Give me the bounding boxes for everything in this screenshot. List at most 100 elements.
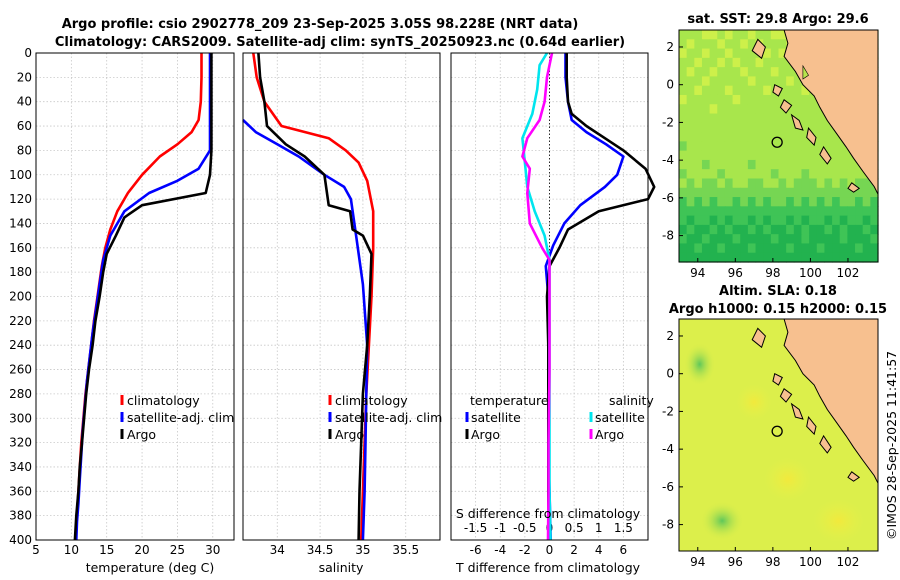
sst-cell [686,215,695,226]
sst-cell [686,169,695,180]
lat-tick-label: -6 [662,480,674,494]
sst-cell [809,243,818,254]
sst-cell [701,215,711,226]
sst-cell [816,234,826,245]
sst-cell [709,159,718,170]
sst-cell [717,122,726,133]
sst-cell [763,252,772,263]
sst-cell [724,206,734,217]
sst-cell [679,122,688,133]
x-tick-label: 25 [170,543,185,557]
sst-cell [755,252,764,263]
s-diff-tick-label: 0.5 [565,521,584,535]
sst-cell [694,85,703,96]
sst-cell [747,30,757,40]
sst-cell [832,197,841,207]
lon-tick-label: 94 [690,555,705,569]
sst-cell [770,57,780,68]
sst-cell [824,215,833,226]
series-line-s-argo [521,52,554,541]
sst-cell [717,113,726,124]
sst-cell [732,39,741,50]
sst-cell [862,206,871,217]
lon-tick-label: 100 [799,555,822,569]
sst-cell [701,159,711,170]
sst-cell [824,169,833,180]
sst-cell [679,113,688,124]
sst-cell [793,215,803,226]
sst-cell [732,150,741,161]
sst-cell [778,94,787,105]
sla-map-panel: 94 96 98 100 102 2 0 -2 -4 -6 -8 [662,318,879,569]
sst-cell [717,57,726,68]
sst-cell [778,48,787,59]
island [819,434,832,454]
sst-cell [809,169,818,180]
plot-frame [450,52,649,541]
sst-cell [732,132,741,142]
sst-cell [809,159,818,170]
sst-cell [809,94,818,105]
lat-tick-label: 0 [666,367,674,381]
sst-cell [701,85,711,96]
sst-cell [801,150,810,161]
legend-label: satellite-adj. clim [335,410,442,425]
sst-cell [801,243,810,254]
sst-cell [701,67,711,77]
sst-cell [855,169,864,180]
sst-cell [724,30,734,40]
sst-cell [679,150,688,161]
sst-cell [709,94,718,105]
sst-cell [709,224,718,235]
lon-tick-label: 100 [799,266,822,280]
sst-cell [786,169,795,180]
lon-tick-label: 98 [765,266,780,280]
depth-tick-label: 320 [9,436,32,450]
coastal-patch [802,64,809,80]
sst-cell [755,169,764,180]
island [751,38,766,60]
sst-cell [747,85,757,96]
sst-cell [717,94,726,105]
sst-cell [763,39,772,50]
sst-cell [778,234,787,245]
sst-cell [809,234,818,245]
lat-tick-label: -2 [662,115,674,129]
sst-cell [778,122,787,133]
sst-cell [747,39,757,50]
x-tick-label: 6 [620,543,628,557]
sst-cell [732,159,741,170]
sst-cell [686,39,695,50]
s-diff-tick-label: -1 [494,521,506,535]
sst-cell [694,187,703,198]
sst-cell [816,215,826,226]
sst-cell [786,215,795,226]
sst-cell [694,132,703,142]
sla-map-title-2: Argo h1000: 0.15 h2000: 0.15 [669,302,887,317]
sst-cell [747,206,757,217]
sst-cell [717,132,726,142]
sst-cell [694,197,703,207]
sst-cell [755,150,764,161]
sst-cell [770,243,780,254]
series-line-argo [257,52,373,541]
sst-cell [824,252,833,263]
sst-cell [839,159,848,170]
sst-cell [763,224,772,235]
sst-cell [724,252,734,263]
sst-cell [786,67,795,77]
sst-cell [816,113,826,124]
sst-cell [778,57,787,68]
sst-cell [793,197,803,207]
sst-cell [740,85,749,96]
sst-cell [679,187,688,198]
x-tick-label: 5 [32,543,40,557]
sst-cell [709,113,718,124]
sst-cell [847,243,856,254]
sst-cell [755,215,764,226]
sst-cell [740,243,749,254]
sst-cell [686,122,695,133]
sst-cell [724,132,734,142]
sst-cell [686,141,695,152]
